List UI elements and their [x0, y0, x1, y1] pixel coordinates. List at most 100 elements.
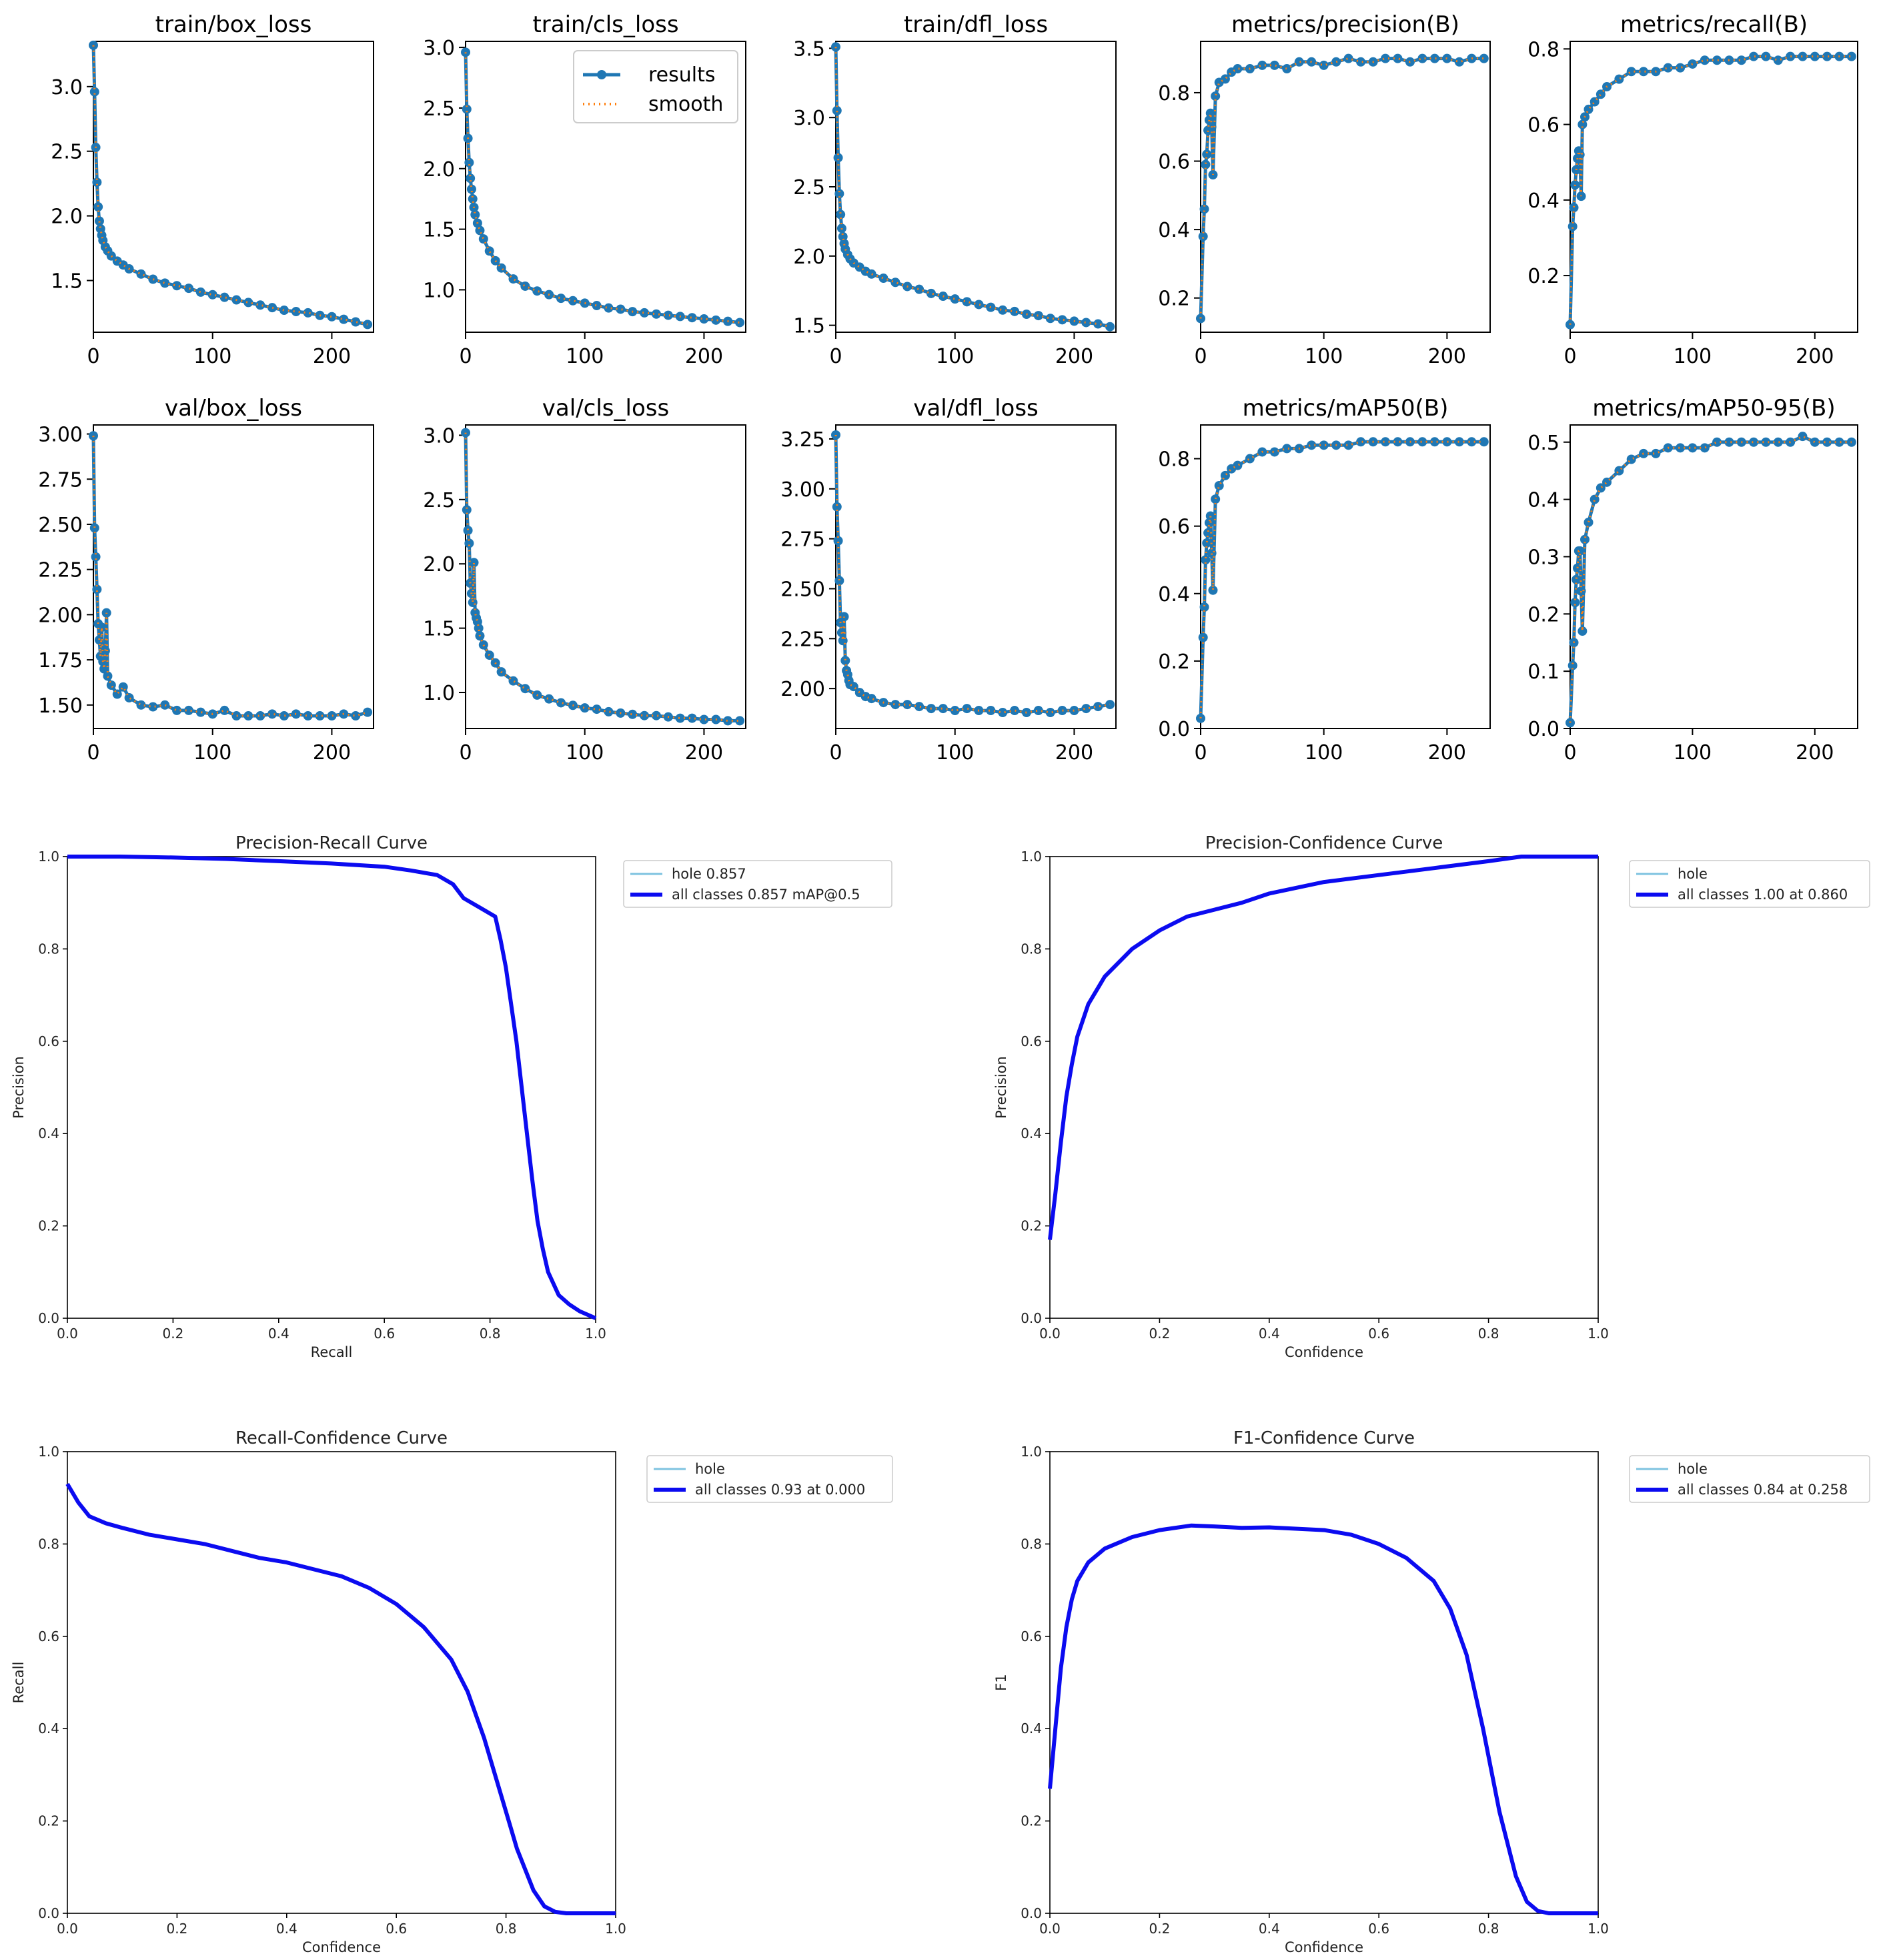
x-tick-label: 0: [459, 345, 472, 368]
x-tick-label: 1.0: [1588, 1921, 1609, 1937]
y-tick-label: 2.75: [780, 528, 825, 552]
results-point: [838, 231, 848, 241]
chart-title: val/cls_loss: [542, 395, 669, 422]
results-point: [1626, 454, 1636, 464]
results-point: [1798, 51, 1808, 61]
results-point: [699, 314, 709, 324]
results-point: [1822, 437, 1832, 447]
results-point: [962, 297, 972, 307]
y-tick-label: 0.2: [1021, 1218, 1042, 1234]
y-tick-label: 0.1: [1527, 660, 1559, 684]
results-point: [94, 635, 104, 645]
y-tick-label: 1.50: [38, 694, 83, 718]
chart-2: train/dfl_loss 0 100 200 1.5 2.0 2.5 3.0 3.5: [793, 11, 1117, 368]
x-axis-label: Recall: [311, 1344, 353, 1360]
results-point: [478, 234, 488, 244]
chart-title: Precision-Confidence Curve: [1205, 833, 1443, 853]
plot-frame: [67, 856, 596, 1319]
results-point: [92, 177, 102, 187]
x-tick-label: 100: [1674, 345, 1712, 368]
results-point: [1356, 437, 1366, 447]
results-point: [468, 194, 478, 204]
chart-title: train/cls_loss: [532, 11, 678, 38]
y-tick-label: 0.4: [38, 1125, 59, 1141]
results-point: [1201, 555, 1211, 565]
y-tick-label: 2.75: [38, 468, 83, 492]
smooth-line: [834, 47, 1111, 328]
x-tick-label: 0: [1194, 741, 1207, 765]
results-point: [1590, 494, 1600, 504]
y-tick-label: 2.25: [38, 559, 83, 582]
results-point: [1575, 149, 1585, 159]
plot-frame: [835, 41, 1117, 333]
y-tick-label: 0.5: [1527, 432, 1559, 455]
results-point: [1846, 437, 1856, 447]
results-point: [1749, 437, 1759, 447]
results-point: [1343, 53, 1353, 63]
results-point: [890, 700, 900, 710]
results-point: [1203, 528, 1213, 538]
y-tick-label: 0.8: [1021, 1536, 1042, 1552]
results-point: [1568, 660, 1578, 670]
plot-frame: [465, 424, 746, 729]
results-point: [1651, 448, 1661, 458]
results-point: [93, 202, 103, 212]
plot-frame: [93, 41, 374, 333]
results-point: [363, 707, 373, 717]
y-tick-label: 0.6: [38, 1033, 59, 1049]
results-point: [1429, 53, 1439, 63]
y-tick-label: 0.2: [1527, 265, 1559, 288]
y-tick-label: 1.0: [423, 279, 455, 302]
x-tick-label: 0.4: [1259, 1326, 1280, 1342]
results-point: [351, 711, 361, 721]
plot-frame: [1049, 856, 1599, 1319]
y-tick-label: 0.6: [1158, 516, 1190, 539]
results-point: [1207, 548, 1217, 558]
results-point: [1810, 437, 1820, 447]
results-point: [462, 104, 472, 114]
results-point: [172, 705, 182, 715]
results-point: [833, 536, 843, 546]
results-point: [1245, 454, 1255, 464]
y-tick-label: 0.4: [1527, 489, 1559, 512]
results-point: [833, 153, 843, 163]
results-point: [219, 292, 229, 302]
results-point: [327, 711, 337, 721]
x-tick-label: 0.4: [268, 1326, 289, 1342]
all-classes-line: [1048, 855, 1598, 1240]
x-tick-label: 0: [829, 345, 842, 368]
results-point: [1393, 437, 1403, 447]
x-tick-label: 0.8: [480, 1326, 501, 1342]
legend-hole-label: hole: [1678, 1461, 1708, 1477]
results-point: [1569, 203, 1579, 213]
results-point: [1010, 306, 1020, 316]
results-point: [836, 209, 846, 219]
legend-hole-label: hole: [695, 1461, 725, 1477]
legend-box: [623, 860, 892, 908]
y-tick-label: 0.2: [38, 1218, 59, 1234]
y-tick-label: 1.5: [51, 270, 83, 293]
x-tick-label: 0: [459, 741, 472, 765]
results-point: [103, 671, 113, 681]
results-point: [832, 105, 842, 115]
results-point: [1749, 51, 1759, 61]
smooth-line: [464, 432, 740, 722]
results-point: [1578, 119, 1588, 129]
x-tick-label: 0: [1563, 345, 1576, 368]
results-point: [604, 706, 614, 716]
y-tick-label: 3.00: [780, 478, 825, 502]
x-tick-label: 200: [1428, 345, 1466, 368]
results-point: [461, 428, 470, 438]
results-point: [640, 308, 650, 318]
y-tick-label: 1.5: [793, 315, 825, 338]
results-point: [148, 702, 158, 712]
results-point: [1584, 517, 1594, 527]
results-point: [556, 698, 566, 708]
y-tick-label: 2.0: [423, 553, 455, 576]
smooth-line: [1199, 440, 1484, 718]
results-point: [464, 538, 474, 548]
results-point: [616, 304, 626, 314]
results-point: [1233, 64, 1243, 74]
results-point: [1570, 598, 1580, 608]
x-tick-label: 100: [193, 345, 231, 368]
